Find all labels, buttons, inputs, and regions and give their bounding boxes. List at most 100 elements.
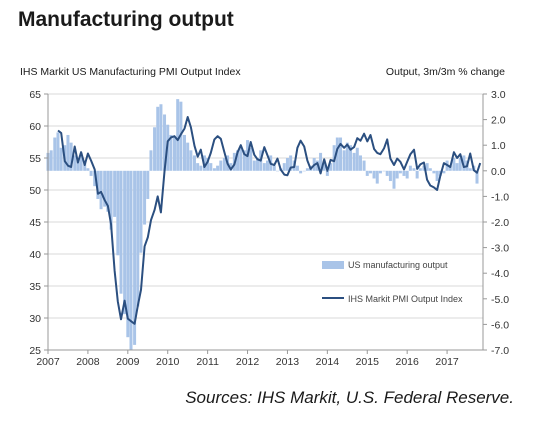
output-bar [285,158,289,171]
output-bar [129,170,133,350]
output-bar [422,165,426,171]
output-bar [365,170,369,176]
legend: US manufacturing output IHS Markit PMI Ou… [322,260,463,304]
chart-title: Manufacturing output [18,8,234,31]
output-bar [76,158,80,171]
output-bar [173,137,177,171]
left-tick-label: 55 [29,153,41,165]
grid-lines [48,93,483,351]
output-bar [69,142,73,171]
output-bar [395,170,399,179]
output-bar [56,132,60,171]
output-bar [239,147,243,171]
x-tick-label: 2016 [395,356,419,368]
x-tick-label: 2007 [36,356,60,368]
right-tick-label: 2.0 [491,115,506,127]
right-tick-label: -7.0 [491,345,509,357]
output-bar [103,170,107,207]
x-tick-label: 2008 [76,356,100,368]
output-bar [89,170,93,176]
axes: 25 30 35 40 45 50 55 60 65 3.0 2.0 1.0 0.0 -1.0 -2.0 -3… [29,89,509,368]
left-axis-caption: IHS Markit US Manufacturing PMI Output I… [20,66,241,78]
output-bar [275,170,279,172]
output-bar [305,168,309,171]
right-tick-label: -5.0 [491,294,509,306]
output-bar [352,152,356,171]
output-bar [272,165,276,171]
output-bar [156,106,160,171]
output-bar [86,168,90,171]
output-bar [405,170,409,179]
output-bar [186,142,190,171]
right-tick-label: -2.0 [491,217,509,229]
x-tick-label: 2014 [316,356,340,368]
output-bar [169,134,173,171]
legend-line-label: IHS Markit PMI Output Index [348,294,463,304]
left-tick-label: 45 [29,217,41,229]
output-bar [342,150,346,171]
right-axis-caption: Output, 3m/3m % change [385,66,505,78]
output-bar [249,147,253,171]
right-tick-label: -3.0 [491,243,509,255]
output-bar [99,170,103,210]
output-bar [382,170,386,172]
output-bar [442,170,446,174]
right-tick-label: 0.0 [491,166,506,178]
output-bar [339,137,343,171]
output-bar [392,170,396,189]
output-bar [435,170,439,182]
chart-plot: 25 30 35 40 45 50 55 60 65 3.0 2.0 1.0 0.0 -1.0 -2.0 -3… [29,89,509,368]
output-bar [452,158,456,171]
output-bar [415,170,419,179]
output-bar [49,150,53,171]
output-bar [302,170,306,172]
output-bar [192,155,196,171]
output-bar [345,142,349,171]
output-bar [282,163,286,171]
output-bar [428,168,432,171]
output-bar [322,163,326,171]
output-bar [153,127,157,171]
left-tick-label: 50 [29,185,41,197]
output-bar [199,165,203,171]
output-bar [319,152,323,171]
output-bar [349,145,353,171]
output-bar [388,170,392,182]
output-bar [256,158,260,171]
output-bar [96,170,100,199]
output-bar [176,99,180,171]
output-bar [136,170,140,307]
right-tick-label: 1.0 [491,140,506,152]
output-bar [378,170,382,174]
output-bar [289,155,293,171]
output-bar [159,104,163,171]
legend-bar-swatch [322,261,344,269]
output-bar [133,170,137,345]
output-bar [236,150,240,171]
output-bar [66,134,70,171]
output-bar [418,168,422,171]
output-bar [265,160,269,171]
output-bar [126,170,130,338]
x-tick-label: 2015 [356,356,380,368]
output-bar [189,150,193,171]
output-bar [355,147,359,171]
right-tick-label: -4.0 [491,268,509,280]
output-bar [408,165,412,171]
output-bar [182,134,186,171]
left-tick-label: 60 [29,121,41,133]
output-bar [149,150,153,171]
x-tick-label: 2012 [236,356,260,368]
output-bar [229,163,233,171]
output-bar [119,170,123,294]
output-bar [385,170,389,176]
left-tick-label: 25 [29,345,41,357]
output-bar [163,114,167,171]
output-bar [402,170,406,176]
output-bar [222,158,226,171]
output-bar [209,163,213,171]
output-bar [329,163,333,171]
output-bar [212,168,216,171]
output-bar [262,163,266,171]
left-tick-label: 30 [29,313,41,325]
